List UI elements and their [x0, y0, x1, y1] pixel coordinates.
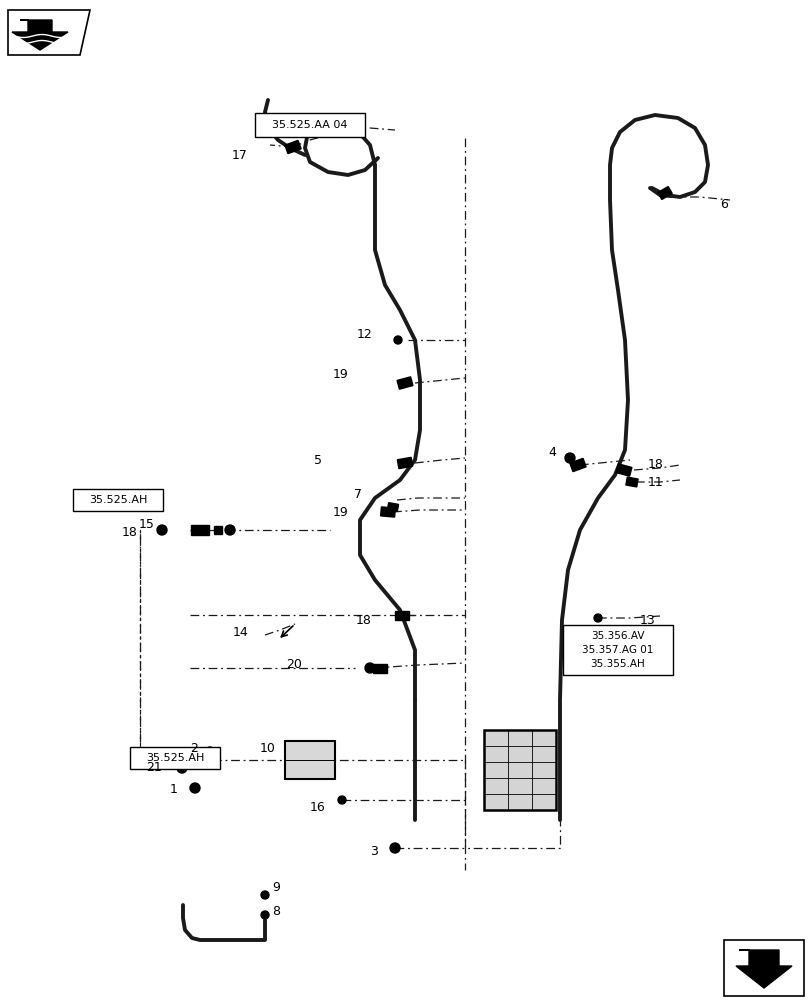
- Text: 35.356.AV: 35.356.AV: [590, 631, 644, 641]
- Text: 12: 12: [356, 328, 371, 342]
- Circle shape: [337, 796, 345, 804]
- Bar: [394, 610, 409, 619]
- Circle shape: [225, 525, 234, 535]
- Bar: [285, 741, 335, 779]
- Bar: [483, 730, 556, 810]
- Circle shape: [564, 453, 574, 463]
- Polygon shape: [12, 20, 68, 50]
- Bar: [285, 140, 301, 154]
- Circle shape: [365, 663, 375, 673]
- Circle shape: [389, 843, 400, 853]
- Circle shape: [204, 747, 215, 757]
- Circle shape: [260, 911, 268, 919]
- Text: 6: 6: [719, 198, 727, 212]
- Bar: [372, 664, 387, 672]
- Text: 18: 18: [647, 458, 663, 472]
- Text: 19: 19: [332, 506, 348, 518]
- Text: 35.357.AG 01: 35.357.AG 01: [581, 645, 653, 655]
- Bar: [191, 525, 208, 535]
- Polygon shape: [8, 10, 90, 55]
- Bar: [397, 377, 413, 389]
- Text: 11: 11: [647, 476, 663, 488]
- Text: 10: 10: [260, 742, 276, 754]
- Text: 1: 1: [170, 783, 178, 796]
- Circle shape: [157, 525, 167, 535]
- Text: 3: 3: [370, 845, 377, 858]
- Bar: [130, 747, 220, 769]
- Text: 7: 7: [354, 488, 362, 502]
- Text: 4: 4: [547, 446, 556, 458]
- Text: 13: 13: [639, 613, 655, 626]
- Text: 5: 5: [314, 454, 322, 466]
- Circle shape: [594, 614, 601, 622]
- Bar: [569, 458, 586, 472]
- Bar: [214, 526, 221, 534]
- Bar: [380, 507, 395, 517]
- Bar: [723, 940, 803, 996]
- Text: 8: 8: [272, 905, 280, 918]
- Bar: [562, 625, 672, 675]
- Bar: [657, 187, 672, 199]
- Text: 18: 18: [356, 613, 371, 626]
- Text: 35.525.AA 04: 35.525.AA 04: [272, 120, 347, 130]
- Text: 14: 14: [232, 626, 247, 639]
- Text: 16: 16: [310, 801, 325, 814]
- Bar: [397, 457, 412, 469]
- Text: 35.525.AH: 35.525.AH: [88, 495, 147, 505]
- Text: 15: 15: [139, 518, 155, 532]
- Bar: [625, 477, 637, 487]
- Text: 2: 2: [190, 742, 198, 754]
- Text: 9: 9: [272, 881, 280, 894]
- Text: 21: 21: [146, 761, 162, 774]
- Circle shape: [177, 763, 187, 773]
- Polygon shape: [735, 950, 791, 988]
- Circle shape: [260, 891, 268, 899]
- Text: 19: 19: [332, 368, 348, 381]
- Bar: [255, 113, 365, 137]
- Circle shape: [190, 783, 200, 793]
- Text: 18: 18: [122, 526, 138, 538]
- Text: 20: 20: [285, 658, 302, 672]
- Bar: [616, 464, 631, 476]
- Bar: [387, 503, 398, 511]
- Text: 35.525.AH: 35.525.AH: [146, 753, 204, 763]
- Text: 35.355.AH: 35.355.AH: [590, 659, 645, 669]
- Text: 17: 17: [232, 149, 247, 162]
- Circle shape: [393, 336, 401, 344]
- Bar: [73, 489, 163, 511]
